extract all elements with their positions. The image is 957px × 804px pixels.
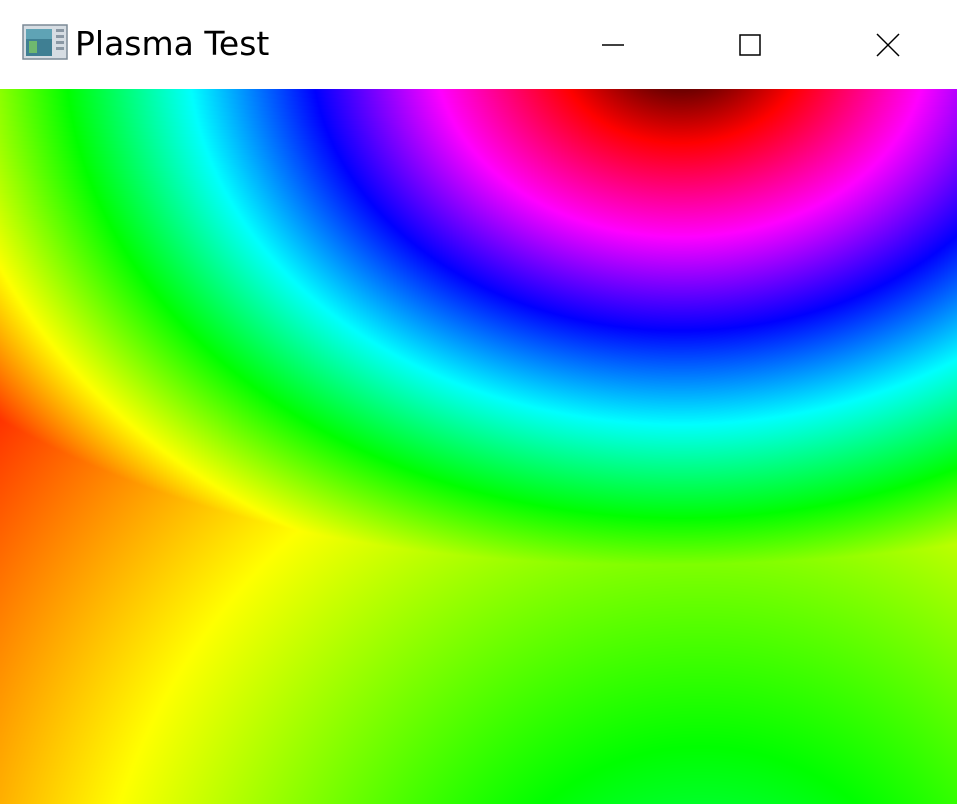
maximize-icon [739,33,761,56]
maximize-button[interactable] [704,0,796,89]
plasma-canvas [0,89,957,804]
window-title: Plasma Test [75,24,270,63]
minimize-button[interactable] [567,0,659,89]
minimize-icon [602,34,624,56]
close-icon [876,32,900,57]
title-bar[interactable]: Plasma Test [0,0,957,89]
java-app-icon[interactable] [22,23,68,61]
close-button[interactable] [842,0,934,89]
